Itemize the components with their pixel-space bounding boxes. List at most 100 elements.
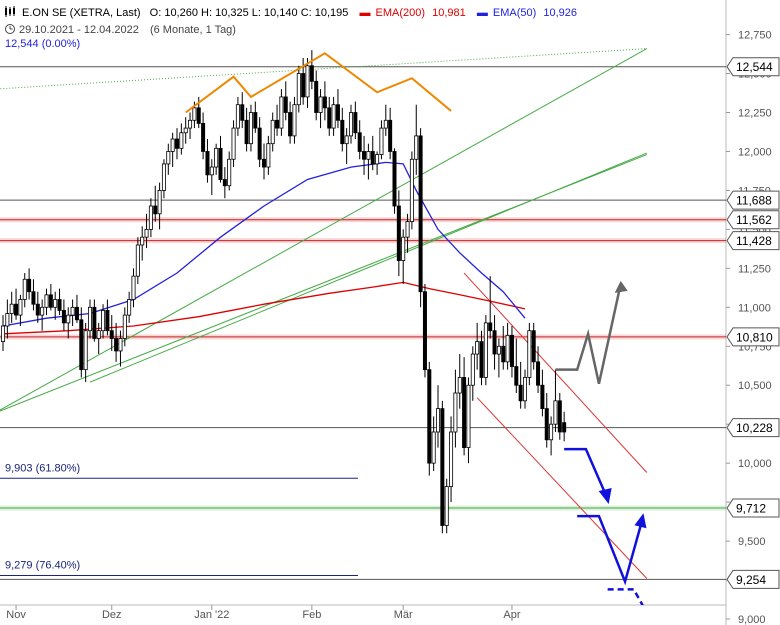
candle-body xyxy=(557,400,562,433)
candle-body xyxy=(40,306,45,316)
candle-body xyxy=(5,313,10,327)
svg-text:29.10.2021 - 12.04.2022: 29.10.2021 - 12.04.2022 (6 Monate, 1 Tag… xyxy=(19,24,236,36)
candle-body xyxy=(449,431,454,487)
candle xyxy=(257,117,262,168)
candle xyxy=(201,112,206,160)
candle xyxy=(266,135,271,175)
candle-body xyxy=(418,135,423,293)
y-tick-label: 10,000 xyxy=(738,458,772,470)
candle-body xyxy=(257,127,262,160)
candle xyxy=(261,143,266,180)
candle xyxy=(53,291,58,320)
forecast-v-path xyxy=(577,514,644,586)
candle xyxy=(314,70,319,121)
candle-body xyxy=(348,112,353,137)
candle-body xyxy=(318,96,323,113)
candle xyxy=(248,104,253,152)
candle-body xyxy=(214,147,219,168)
candle xyxy=(366,143,371,180)
candle xyxy=(79,307,84,378)
candle-body xyxy=(518,384,523,402)
candle-body xyxy=(240,104,245,121)
candle xyxy=(66,307,71,339)
candle xyxy=(470,346,475,401)
candle xyxy=(431,416,436,471)
candle-body xyxy=(409,158,414,222)
candle-body xyxy=(414,135,419,160)
candle-body xyxy=(401,236,406,261)
candle-body xyxy=(244,119,249,145)
candle xyxy=(9,291,14,323)
candles xyxy=(0,50,567,534)
y-tick-label: 10,500 xyxy=(738,380,772,392)
x-tick-label: Apr xyxy=(503,609,520,621)
candle xyxy=(392,148,397,214)
candle-body xyxy=(396,205,401,261)
price-tag-label: 10,810 xyxy=(736,330,773,344)
candle xyxy=(31,279,36,311)
candle-body xyxy=(209,166,214,176)
x-tick-label: Feb xyxy=(302,609,321,621)
candle xyxy=(375,151,380,175)
candle-body xyxy=(483,322,488,378)
ema50-line xyxy=(2,161,526,327)
candle-body xyxy=(357,132,362,152)
candle-body xyxy=(92,306,97,339)
candle xyxy=(244,107,249,152)
candle-body xyxy=(118,338,123,352)
candle-body xyxy=(562,422,567,433)
candle xyxy=(14,288,19,320)
candle xyxy=(288,101,293,144)
candle-body xyxy=(444,486,449,526)
candle xyxy=(275,104,280,136)
candle-body xyxy=(362,151,367,160)
candle-body xyxy=(79,319,84,371)
candle xyxy=(453,369,458,448)
price-tag: 9,712 xyxy=(726,498,780,518)
candle xyxy=(440,400,445,534)
candle-body xyxy=(288,112,293,137)
candle xyxy=(227,151,232,191)
ema200-line xyxy=(2,281,526,335)
period-label: (6 Monate, 1 Tag) xyxy=(150,24,236,36)
candle xyxy=(122,307,127,347)
trendline xyxy=(0,48,647,90)
candle-body xyxy=(235,104,240,129)
candle xyxy=(83,322,88,383)
candle-body xyxy=(101,310,106,332)
candle xyxy=(270,112,275,152)
candle-body xyxy=(457,377,462,394)
candle xyxy=(466,377,471,464)
candle xyxy=(335,89,340,129)
candle-body xyxy=(479,341,484,378)
candle xyxy=(131,268,136,308)
fib-label: 9,279 (76.40%) xyxy=(5,560,80,572)
candle xyxy=(240,92,245,129)
candle xyxy=(218,135,223,183)
price-tag-box xyxy=(726,327,780,347)
grid-layer xyxy=(0,0,727,625)
candle-body xyxy=(422,291,427,371)
candle-body xyxy=(375,154,380,165)
candle-body xyxy=(453,392,458,433)
candle xyxy=(166,143,171,175)
candle-body xyxy=(70,306,75,316)
candle xyxy=(362,135,367,175)
candle-body xyxy=(188,119,193,129)
candle xyxy=(253,101,258,133)
candle-body xyxy=(31,291,36,305)
candle-body xyxy=(462,377,467,448)
candle-body xyxy=(135,244,140,277)
candle xyxy=(462,357,467,456)
annotations xyxy=(185,52,647,605)
candle xyxy=(409,151,414,230)
candle xyxy=(523,369,528,409)
candle xyxy=(179,123,184,155)
candle-body xyxy=(440,408,445,526)
price-tag-box xyxy=(726,210,780,230)
x-tick-label: Dez xyxy=(102,609,122,621)
y-tick-label: 11,000 xyxy=(738,302,771,314)
candle xyxy=(479,330,484,386)
candle-body xyxy=(179,132,184,149)
